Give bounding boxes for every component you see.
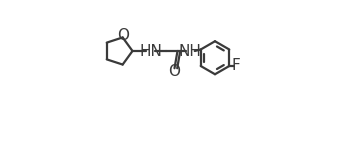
Text: O: O — [169, 64, 181, 79]
Text: F: F — [231, 58, 240, 74]
Text: NH: NH — [179, 44, 202, 59]
Text: O: O — [118, 28, 130, 44]
Text: HN: HN — [139, 44, 162, 59]
